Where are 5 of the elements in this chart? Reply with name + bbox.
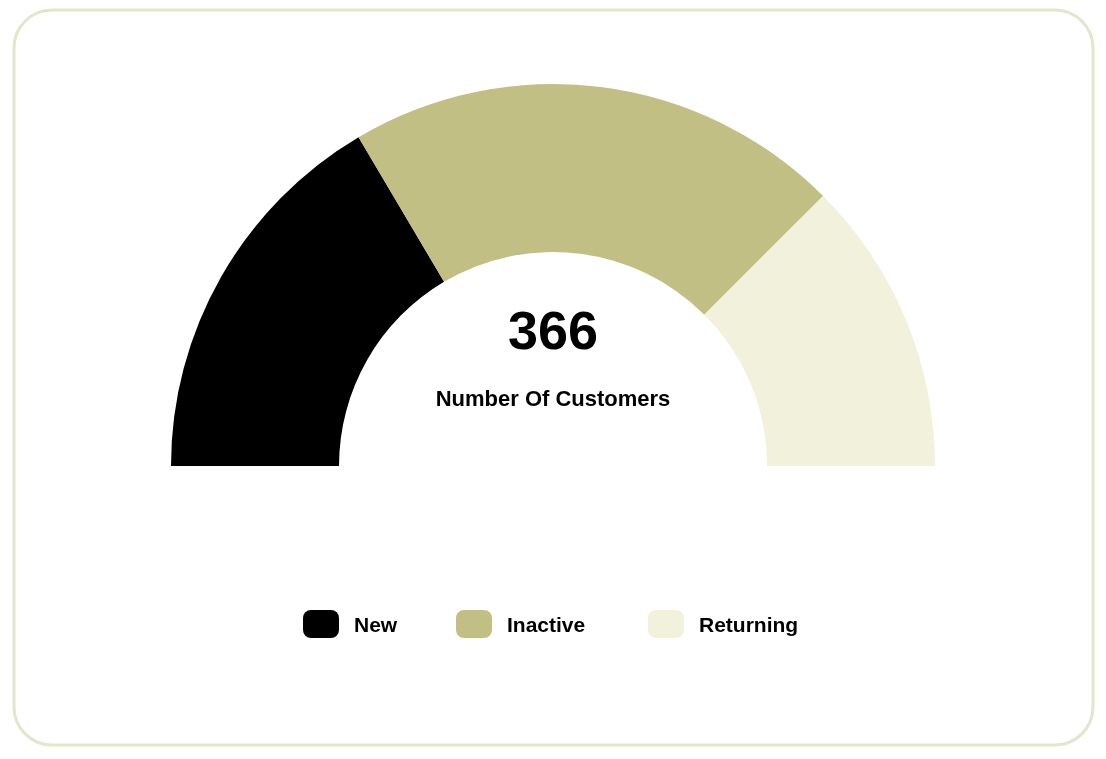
legend-label: New [354,612,398,636]
legend-label: Returning [699,612,799,636]
legend-label: Inactive [507,612,586,636]
text: Number Of Customers [435,386,671,411]
text: 366 [507,300,599,360]
